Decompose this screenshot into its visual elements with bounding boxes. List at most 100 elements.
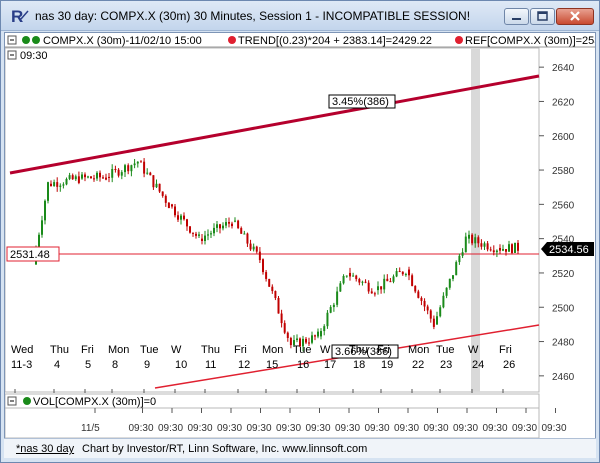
candle-body [167,202,170,209]
candle-body [252,246,255,250]
candle-body [149,172,152,176]
volume-x-label: 09:30 [542,423,567,434]
candle-body [436,316,438,325]
candle-body [367,282,370,292]
y-tick-label: 2520 [552,269,575,280]
y-tick-label: 2640 [552,63,575,74]
price-panel [4,47,540,393]
candle-body [180,215,182,220]
candle-body [120,172,123,176]
candle-body [152,175,155,188]
y-tick-label: 2540 [552,235,575,246]
svg-text:5: 5 [85,359,91,371]
symbol-color-icon [22,36,30,44]
svg-text:9: 9 [144,359,150,371]
x-day-label: Fri 12 [234,344,250,393]
candle-body [56,182,59,187]
candle-body [65,178,68,185]
candle-body [345,275,348,277]
candle-body [111,169,114,178]
y-tick-label: 2600 [552,132,575,143]
candle-body [228,222,230,224]
x-day-label: Fri 5 [81,344,94,393]
y-tick-label: 2500 [552,303,575,314]
candle-body [201,238,203,241]
x-day-label: Tue 9 [140,344,159,393]
candle-body [439,307,442,317]
candle-body [219,224,221,229]
y-tick-label: 2480 [552,338,575,349]
price-chart[interactable]: COMPX.X (30m)-11/02/10 15:00 TREND[(0.23… [4,33,600,439]
candle-body [448,278,451,288]
maximize-icon [537,11,548,21]
candle-body [305,338,307,343]
legend-ref: REF[COMPX.X (30m)]=253 [465,35,595,47]
candle-body [189,226,191,233]
svg-text:2534.56: 2534.56 [549,244,589,256]
candle-body [183,215,185,220]
candle-body [511,244,513,253]
candle-body [216,224,218,228]
candle-body [283,323,286,333]
svg-text:24: 24 [472,359,484,371]
current-price-label: 2534.56 [541,242,594,256]
svg-text:2531.48: 2531.48 [10,249,50,261]
volume-x-label: 09:30 [158,423,183,434]
candle-body [361,281,364,283]
x-day-label: W 17 [320,344,336,393]
candle-body [136,161,139,164]
credit-text: Chart by Investor/RT, Linn Software, Inc… [82,443,368,455]
candle-body [499,247,501,251]
y-axis: 2640 2620 2600 2580 2560 2540 2520 2500 2480 2460 [539,63,575,383]
candle-body [342,276,345,284]
candle-body [480,243,483,247]
candle-body [105,177,107,180]
svg-text:17: 17 [324,359,336,371]
close-button[interactable] [556,8,594,25]
x-day-label: Thu 11 [201,344,220,393]
candle-body [389,281,392,283]
svg-text:Mon: Mon [408,344,429,356]
chart-area[interactable]: COMPX.X (30m)-11/02/10 15:00 TREND[(0.23… [4,32,600,458]
candle-body [277,297,280,314]
candle-body [84,174,86,178]
candle-body [299,338,301,347]
upper-trend-label[interactable]: 3.45%(386) [328,94,396,109]
candle-body [373,293,376,295]
candle-body [161,191,164,196]
panel-collapse-icon[interactable] [7,50,17,60]
title-bar[interactable]: R nas 30 day: COMPX.X (30m) 30 Minutes, … [1,1,599,31]
minimize-button[interactable] [504,8,529,25]
volume-x-label: 09:30 [335,423,360,434]
candle-body [489,249,492,251]
candle-body [198,234,200,236]
ref-value-label[interactable]: 2531.48 [6,246,60,262]
candle-body [234,220,236,222]
legend-collapse-icon[interactable] [7,35,17,45]
svg-text:3.66%(386): 3.66%(386) [335,346,392,358]
svg-text:Mon: Mon [108,344,129,356]
candle-body [426,306,429,311]
candle-body [329,307,332,313]
candle-body [336,291,339,305]
candle-body [210,233,212,235]
candle-body [102,177,104,179]
svg-text:Mon: Mon [262,344,283,356]
candle-body [207,234,209,236]
candle-body [127,165,130,172]
lower-trend-label[interactable]: 3.66%(386) [331,344,399,359]
candle-body [455,262,458,276]
volume-x-axis: 11/5 09:30 09:30 09:30 09:30 09:30 09:30 09:30 0… [81,408,567,434]
volume-collapse-icon[interactable] [7,396,17,406]
candle-body [429,310,432,319]
candle-body [474,237,477,244]
candle-body [296,338,298,341]
maximize-button[interactable] [530,8,555,25]
candle-body [62,184,65,186]
candle-body [293,340,295,345]
svg-text:11-3: 11-3 [11,359,32,371]
candle-body [355,275,358,280]
candle-body [514,242,516,253]
chart-tab[interactable]: *nas 30 day [16,443,75,455]
upper-trend-line[interactable] [9,74,540,175]
